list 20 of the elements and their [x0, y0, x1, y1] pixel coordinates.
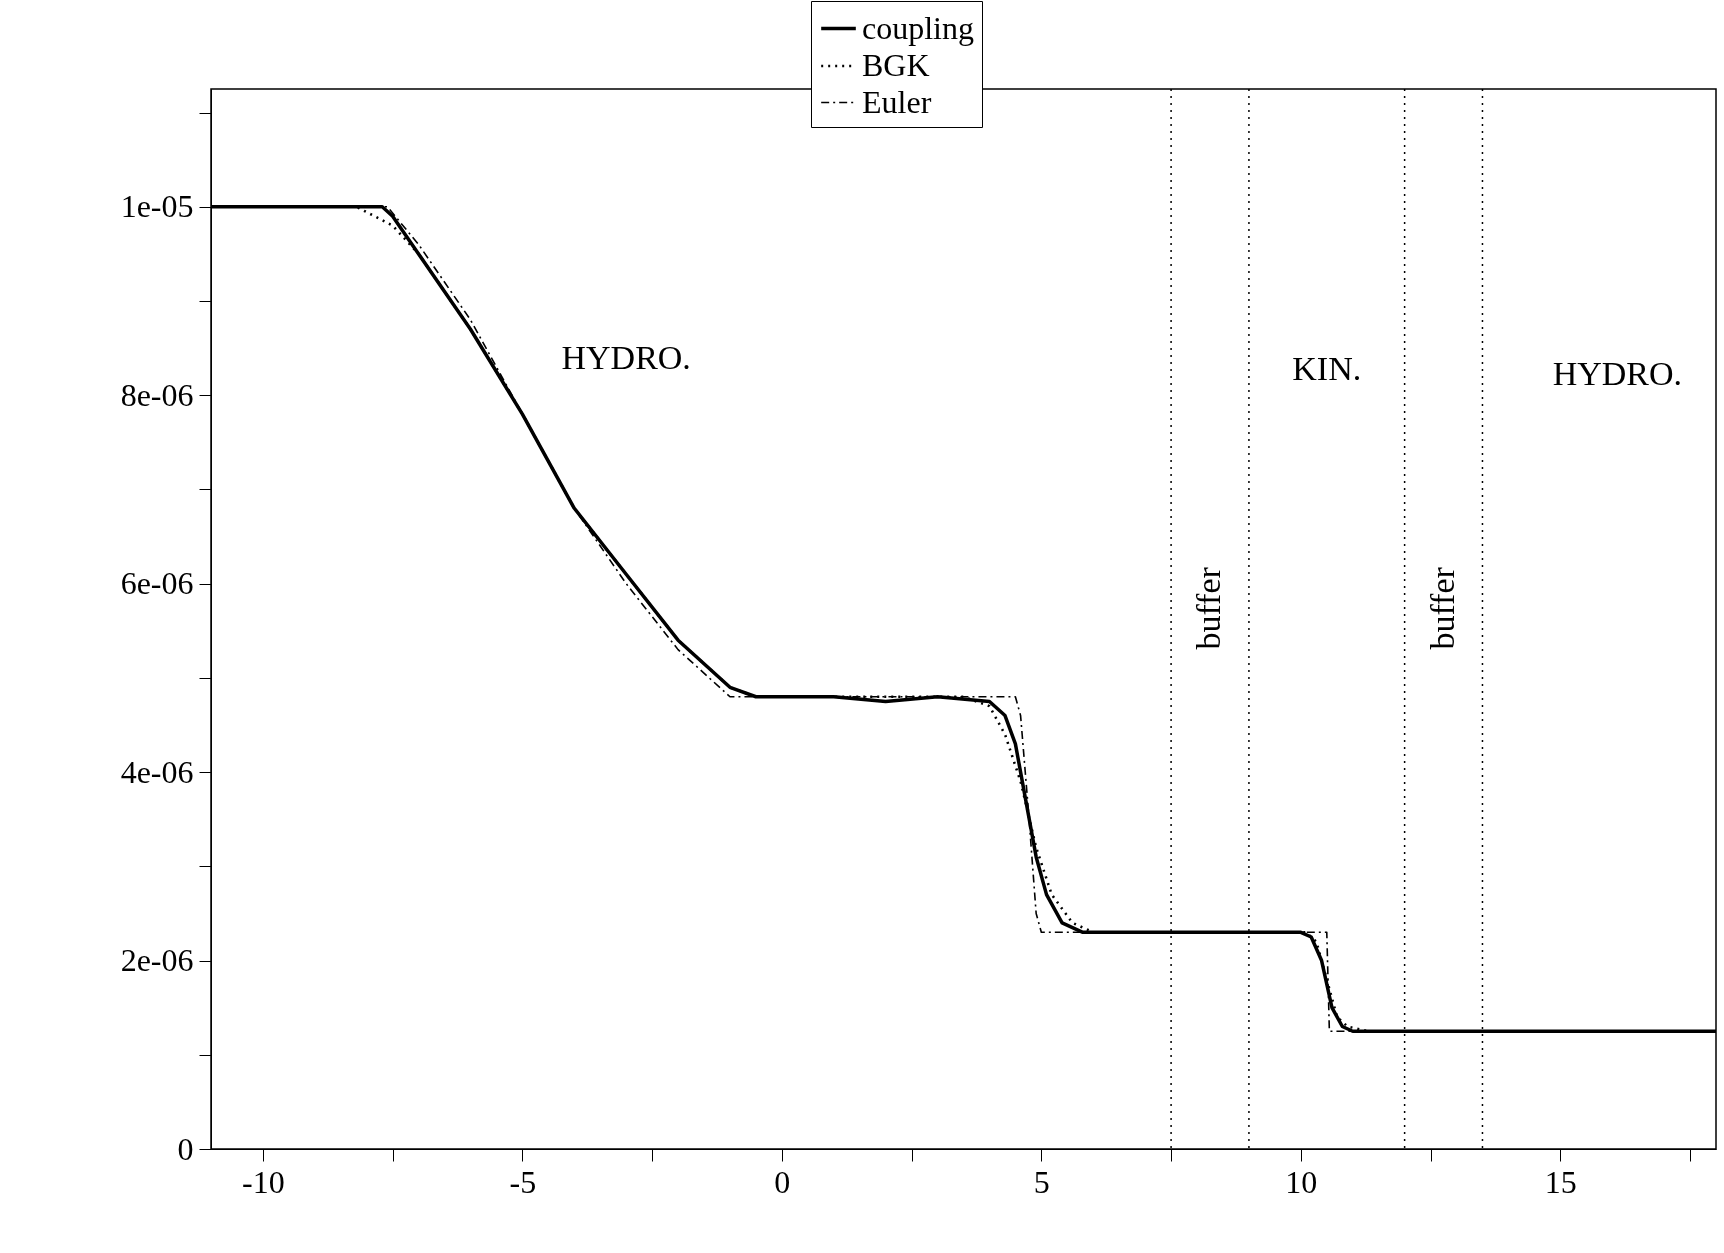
legend-label: Euler — [862, 83, 932, 120]
x-tick-label: -10 — [242, 1163, 285, 1200]
y-tick-label: 1e-05 — [120, 188, 194, 225]
x-tick-label: 5 — [1033, 1163, 1050, 1200]
legend-label: BGK — [862, 47, 930, 83]
y-tick-label: 4e-06 — [120, 753, 194, 790]
y-tick-label: 0 — [177, 1130, 194, 1167]
y-tick-label: 2e-06 — [120, 942, 194, 979]
annotation: buffer — [1190, 566, 1228, 650]
y-tick-label: 8e-06 — [120, 376, 194, 413]
legend-label: coupling — [862, 9, 974, 46]
x-tick-label: 0 — [774, 1163, 791, 1200]
x-tick-label: 15 — [1544, 1163, 1577, 1200]
x-tick-label: -5 — [509, 1163, 537, 1200]
y-tick-label: 6e-06 — [120, 565, 194, 602]
annotation: buffer — [1423, 566, 1461, 650]
x-tick-label: 10 — [1285, 1163, 1318, 1200]
annotation: HYDRO. — [1552, 355, 1683, 393]
annotation: KIN. — [1292, 349, 1362, 387]
annotation: HYDRO. — [561, 339, 691, 377]
